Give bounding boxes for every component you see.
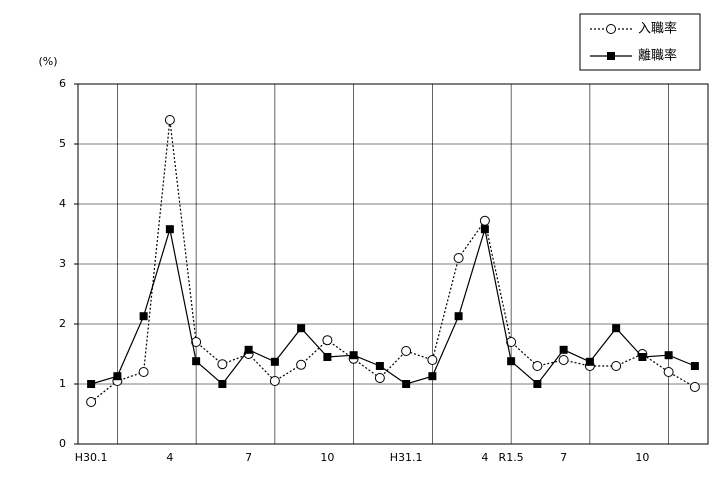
x-tick-label: 4 [166,451,173,464]
y-tick-label: 1 [59,377,66,390]
point [402,380,411,388]
point [86,397,97,407]
point [296,359,307,370]
x-tick-label: 7 [245,451,252,464]
legend-marker [607,52,615,60]
point [164,115,175,125]
y-tick-label: 2 [59,317,66,330]
point [349,351,358,360]
point [427,355,438,365]
point [192,357,201,366]
point [401,346,412,356]
series-line [90,119,696,403]
legend-label: 入職率 [638,21,677,37]
point [559,345,568,354]
point [507,357,516,366]
point [113,372,122,381]
point [374,373,385,383]
y-tick-label: 5 [59,137,66,150]
point [611,361,622,371]
point [138,367,149,377]
legend-label: 離職率 [638,48,677,64]
y-tick-label: 3 [59,257,66,270]
x-tick-label: R1.5 [499,451,524,464]
point [506,337,517,347]
point [322,335,333,346]
point [664,351,673,360]
x-tick-label: H31.1 [390,451,423,464]
point [585,357,594,366]
point [663,367,674,377]
point [532,361,543,371]
x-tick-label: H30.1 [75,451,108,464]
point [165,225,174,234]
point [217,359,228,370]
point [218,380,227,388]
point [533,380,542,388]
legend-marker [606,24,616,34]
y-tick-label: 0 [59,437,66,450]
point [690,362,699,370]
y-axis-label: (%) [38,55,57,68]
legend-box [579,13,701,71]
point [480,225,489,234]
point [139,312,148,321]
point [453,253,464,263]
point [479,215,490,226]
point [323,353,332,361]
point [269,376,280,386]
point [87,380,96,388]
y-tick-label: 4 [59,197,66,210]
point [612,324,621,333]
y-tick-label: 6 [59,77,66,90]
point [375,362,384,370]
point [270,357,279,366]
series-line [90,229,696,385]
point [297,324,306,333]
x-tick-label: 10 [320,451,334,464]
point [244,345,253,354]
x-tick-label: 7 [560,451,567,464]
point [191,337,202,347]
point [638,353,647,361]
point [454,312,463,321]
point [558,355,569,365]
x-tick-label: 10 [635,451,649,464]
point [689,382,700,392]
x-tick-label: 4 [481,451,488,464]
point [428,372,437,381]
